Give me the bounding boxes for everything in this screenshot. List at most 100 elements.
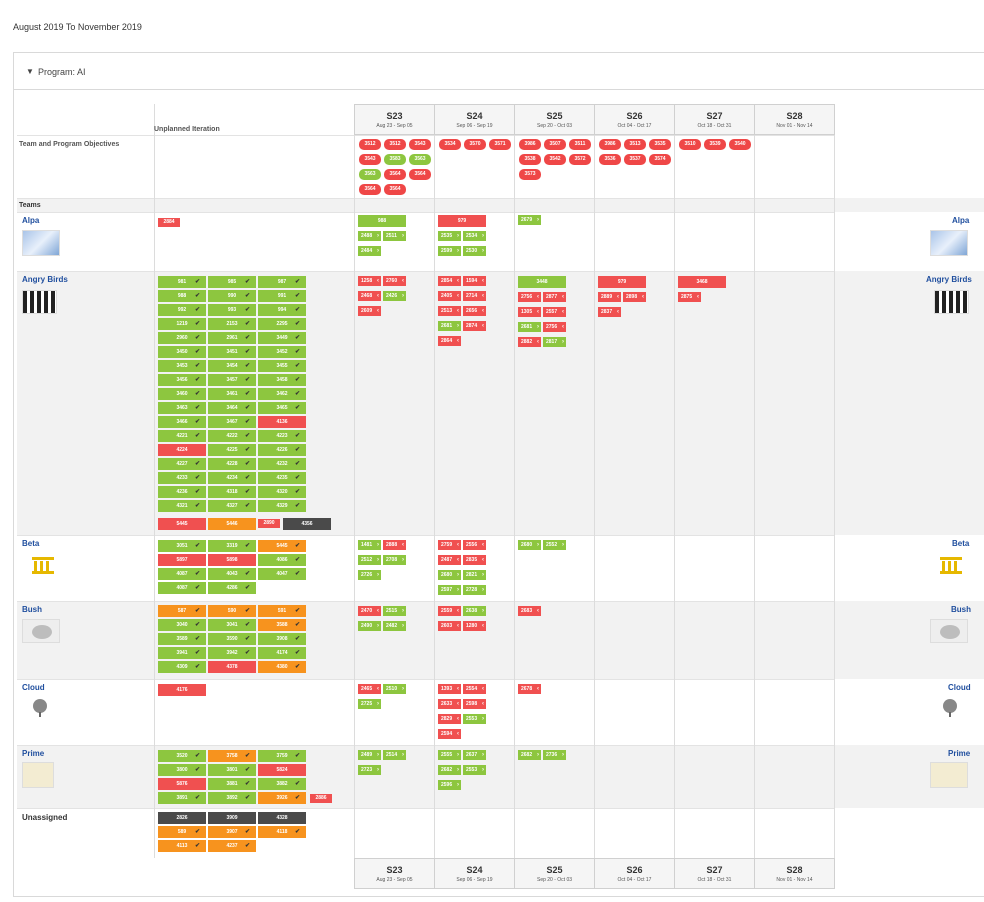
story-pill[interactable]: 2470 ‹ <box>358 606 381 616</box>
story-pill[interactable]: 2637 › <box>463 750 486 760</box>
story-pill[interactable]: 2594 ‹ <box>438 729 461 739</box>
story-pill[interactable]: 2557 ‹ <box>543 307 566 317</box>
story-pill[interactable]: 2682 › <box>438 765 461 775</box>
team-name-alpa-right[interactable]: Alpa <box>952 216 970 225</box>
story-pill[interactable]: 2468 ‹ <box>358 291 381 301</box>
story-pill[interactable]: 2679 › <box>518 215 541 225</box>
unplanned-card[interactable]: 5446 <box>208 518 256 530</box>
unplanned-card[interactable]: 3460 ✔ <box>158 388 206 400</box>
unplanned-card[interactable]: 4086 ✔ <box>258 554 306 566</box>
objective-badge[interactable]: 3535 <box>649 139 671 150</box>
unplanned-card[interactable]: 3758 ✔ <box>208 750 256 762</box>
objective-badge[interactable]: 3986 <box>599 139 621 150</box>
story-pill[interactable]: 2760 ‹ <box>383 276 406 286</box>
story-pill[interactable]: 2555 › <box>438 750 461 760</box>
unplanned-card[interactable]: 3451 ✔ <box>208 346 256 358</box>
unplanned-card[interactable]: 3457 ✔ <box>208 374 256 386</box>
unplanned-card[interactable]: 3759 ✔ <box>258 750 306 762</box>
objective-badge[interactable]: 3986 <box>519 139 541 150</box>
unplanned-card[interactable]: 990 ✔ <box>208 290 256 302</box>
story-pill[interactable]: 2683 ‹ <box>518 606 541 616</box>
unplanned-card[interactable]: 3467 ✔ <box>208 416 256 428</box>
story-pill[interactable]: 2487 ‹ <box>438 555 461 565</box>
sprint-feature-card[interactable]: 3448 <box>518 276 566 288</box>
sprint-feature-card[interactable]: 979 <box>598 276 646 288</box>
unplanned-card[interactable]: 3040 ✔ <box>158 619 206 631</box>
story-pill[interactable]: 2488 › <box>358 231 381 241</box>
objective-badge[interactable]: 3537 <box>624 154 646 165</box>
unplanned-card[interactable]: 590 ✔ <box>208 605 256 617</box>
story-pill[interactable]: 2554 ‹ <box>463 684 486 694</box>
unplanned-card[interactable]: 3801 ✔ <box>208 764 256 776</box>
unplanned-card[interactable]: 3926 ✔ <box>258 792 306 804</box>
unplanned-card[interactable]: 4224 <box>158 444 206 456</box>
story-pill[interactable]: 2405 ‹ <box>438 291 461 301</box>
story-pill[interactable]: 2596 › <box>438 780 461 790</box>
story-pill[interactable]: 2484 › <box>358 246 381 256</box>
unplanned-card[interactable]: 3453 ✔ <box>158 360 206 372</box>
unplanned-card[interactable]: 3452 ✔ <box>258 346 306 358</box>
unplanned-card[interactable]: 5876 <box>158 778 206 790</box>
story-pill[interactable]: 1594 ‹ <box>463 276 486 286</box>
objective-badge[interactable]: 3542 <box>544 154 566 165</box>
story-pill[interactable]: 2553 › <box>463 714 486 724</box>
unplanned-card[interactable]: 4234 ✔ <box>208 472 256 484</box>
sprint-header-bottom-s23[interactable]: S23 Aug 23 - Sep 05 <box>354 858 435 889</box>
team-name-cloud-right[interactable]: Cloud <box>948 683 971 692</box>
unplanned-card[interactable]: 4221 ✔ <box>158 430 206 442</box>
unplanned-card[interactable]: 4226 ✔ <box>258 444 306 456</box>
objective-badge[interactable]: 3511 <box>569 139 591 150</box>
unplanned-card[interactable]: 4113 ✔ <box>158 840 206 852</box>
unplanned-card[interactable]: 3449 ✔ <box>258 332 306 344</box>
sprint-header-bottom-s28[interactable]: S28 Nov 01 - Nov 14 <box>754 858 835 889</box>
story-pill[interactable]: 2889 ‹ <box>598 292 621 302</box>
story-pill[interactable]: 2513 ‹ <box>438 306 461 316</box>
objective-badge[interactable]: 3563 <box>359 169 381 180</box>
story-pill[interactable]: 2898 ‹ <box>623 292 646 302</box>
sprint-header-top-s23[interactable]: S23 Aug 23 - Sep 05 <box>354 104 435 135</box>
unplanned-card[interactable]: 2884 <box>158 218 180 227</box>
story-pill[interactable]: 2682 › <box>518 750 541 760</box>
unplanned-card[interactable]: 3942 ✔ <box>208 647 256 659</box>
objective-badge[interactable]: 3564 <box>384 184 406 195</box>
story-pill[interactable]: 2875 ‹ <box>678 292 701 302</box>
story-pill[interactable]: 2609 ‹ <box>358 306 381 316</box>
objective-badge[interactable]: 3564 <box>409 169 431 180</box>
story-pill[interactable]: 2759 ‹ <box>438 540 461 550</box>
story-pill[interactable]: 1393 ‹ <box>438 684 461 694</box>
story-pill[interactable]: 2728 › <box>463 585 486 595</box>
story-pill[interactable]: 2882 ‹ <box>518 337 541 347</box>
unplanned-card[interactable]: 3881 ✔ <box>208 778 256 790</box>
story-pill[interactable]: 2835 ‹ <box>463 555 486 565</box>
unplanned-card[interactable]: 4309 ✔ <box>158 661 206 673</box>
unplanned-card[interactable]: 4232 ✔ <box>258 458 306 470</box>
objective-badge[interactable]: 3543 <box>409 139 431 150</box>
objective-badge[interactable]: 3570 <box>464 139 486 150</box>
objective-badge[interactable]: 3539 <box>704 139 726 150</box>
unplanned-card[interactable]: 591 ✔ <box>258 605 306 617</box>
story-pill[interactable]: 2426 › <box>383 291 406 301</box>
unplanned-card[interactable]: 994 ✔ <box>258 304 306 316</box>
unplanned-card[interactable]: 985 ✔ <box>208 276 256 288</box>
story-pill[interactable]: 2888 ‹ <box>383 540 406 550</box>
objective-badge[interactable]: 3573 <box>519 169 541 180</box>
unplanned-card[interactable]: 5898 <box>208 554 256 566</box>
objective-badge[interactable]: 3512 <box>359 139 381 150</box>
unplanned-card[interactable]: 3458 ✔ <box>258 374 306 386</box>
unplanned-card[interactable]: 4236 ✔ <box>158 486 206 498</box>
sprint-header-top-s28[interactable]: S28 Nov 01 - Nov 14 <box>754 104 835 135</box>
unplanned-card[interactable]: 3463 ✔ <box>158 402 206 414</box>
sprint-feature-card[interactable]: 3468 <box>678 276 726 288</box>
unplanned-card[interactable]: 4318 ✔ <box>208 486 256 498</box>
unplanned-card[interactable]: 3456 ✔ <box>158 374 206 386</box>
unplanned-card[interactable]: 4136 <box>258 416 306 428</box>
unplanned-card[interactable]: 993 ✔ <box>208 304 256 316</box>
unplanned-card[interactable]: 5824 <box>258 764 306 776</box>
program-header[interactable] <box>13 52 984 90</box>
story-pill[interactable]: 2723 › <box>358 765 381 775</box>
program-label[interactable]: Program: AI <box>38 67 86 77</box>
unplanned-card[interactable]: 3908 ✔ <box>258 633 306 645</box>
unplanned-card[interactable]: 3892 ✔ <box>208 792 256 804</box>
team-name-bush-right[interactable]: Bush <box>951 605 971 614</box>
team-name-beta-right[interactable]: Beta <box>952 539 970 548</box>
